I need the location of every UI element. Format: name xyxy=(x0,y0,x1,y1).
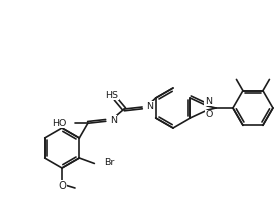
Text: HS: HS xyxy=(105,91,118,100)
Text: O: O xyxy=(206,111,213,120)
Text: HO: HO xyxy=(52,119,67,128)
Text: N: N xyxy=(110,116,117,125)
Text: N: N xyxy=(146,101,153,111)
Text: Br: Br xyxy=(104,158,115,167)
Text: O: O xyxy=(58,181,66,191)
Text: N: N xyxy=(205,97,212,106)
